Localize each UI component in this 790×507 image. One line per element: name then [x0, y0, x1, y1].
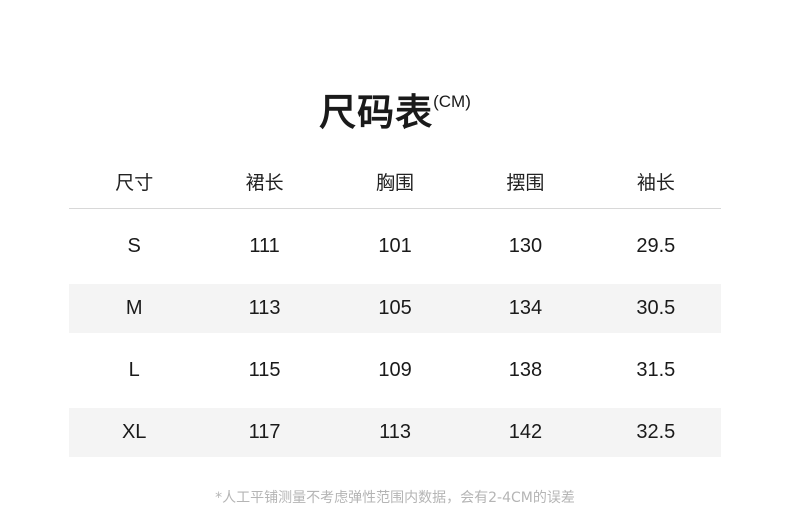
header-sleeve: 袖长 — [636, 172, 675, 194]
cell: M — [125, 297, 143, 319]
cell: 113 — [248, 297, 281, 319]
table-row: XL 117 113 142 32.5 — [69, 408, 721, 457]
cell: 117 — [248, 421, 281, 443]
header-bust: 胸围 — [376, 172, 415, 194]
cell: XL — [121, 421, 147, 443]
table-row: M 113 105 134 30.5 — [69, 284, 721, 333]
header-size: 尺寸 — [115, 172, 154, 194]
cell: L — [128, 359, 140, 381]
title-text: 尺码表 — [319, 91, 434, 134]
cell: 115 — [248, 359, 281, 381]
size-table: 尺寸 裙长 胸围 摆围 袖长 S 111 101 130 29.5 M 113 … — [69, 155, 721, 457]
cell: 134 — [508, 297, 543, 319]
cell: 138 — [508, 359, 543, 381]
cell: 113 — [379, 421, 411, 443]
cell: S — [127, 235, 141, 257]
table-header: 尺寸 裙长 胸围 摆围 袖长 — [69, 155, 721, 209]
cell: 109 — [378, 359, 412, 381]
cell: 142 — [508, 421, 543, 443]
header-hem: 摆围 — [506, 172, 545, 194]
cell: 130 — [508, 235, 543, 257]
title-unit: (CM) — [433, 92, 471, 111]
measurement-note: *人工平铺测量不考虑弹性范围内数据，会有2-4CM的误差 — [215, 490, 575, 506]
table-row: S 111 101 130 29.5 — [69, 222, 721, 271]
cell: 30.5 — [636, 297, 676, 319]
cell: 32.5 — [636, 421, 676, 443]
header-skirt-length: 裙长 — [245, 172, 284, 194]
cell: 29.5 — [636, 235, 676, 257]
table-row: L 115 109 138 31.5 — [69, 346, 721, 395]
cell: 101 — [378, 235, 412, 257]
cell: 111 — [249, 235, 280, 257]
cell: 31.5 — [636, 359, 676, 381]
page-title: 尺码表(CM) — [0, 82, 790, 136]
cell: 105 — [378, 297, 412, 319]
